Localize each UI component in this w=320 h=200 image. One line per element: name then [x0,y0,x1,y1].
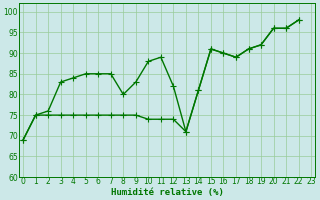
X-axis label: Humidité relative (%): Humidité relative (%) [111,188,224,197]
